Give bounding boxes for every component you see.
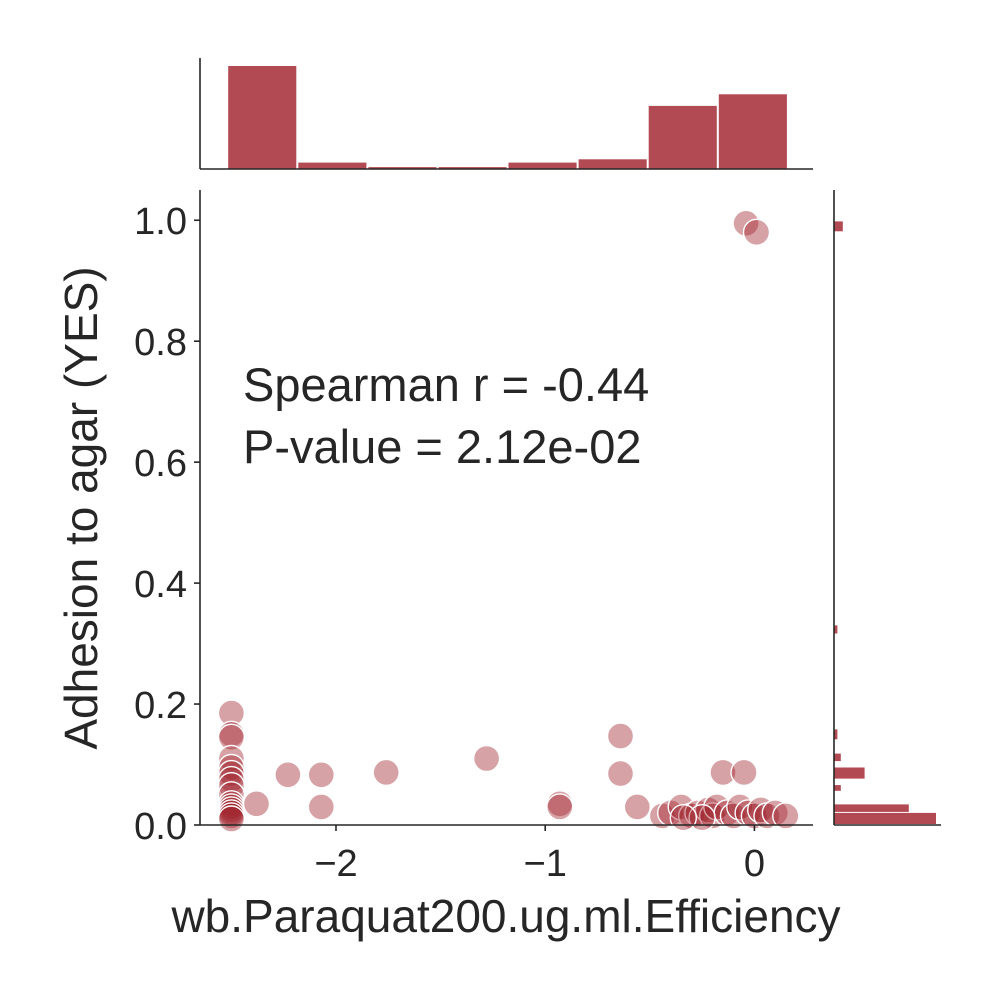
p-value-annotation: P-value = 2.12e-02 xyxy=(243,420,641,473)
y-tick-label-1: 0.2 xyxy=(134,685,187,727)
scatter-point-47 xyxy=(732,209,760,238)
x-tick-label-0: −2 xyxy=(314,843,357,885)
right-hist-bar-0 xyxy=(834,812,936,824)
right-marginal-histogram xyxy=(834,221,936,824)
scatter-point-48 xyxy=(742,218,771,247)
scatter-point-34 xyxy=(709,758,737,787)
top-hist-bar-2 xyxy=(368,167,437,169)
scatter-point-44 xyxy=(772,802,800,830)
scatter-point-2 xyxy=(217,723,246,751)
top-hist-bar-7 xyxy=(718,94,787,169)
right-hist-bar-1 xyxy=(834,804,909,812)
top-marginal-histogram xyxy=(228,66,787,169)
right-hist-bar-2 xyxy=(834,785,841,791)
main-axes xyxy=(199,58,941,826)
scatter-points xyxy=(217,209,800,833)
scatter-point-6 xyxy=(217,765,246,794)
x-tick-label-2: 0 xyxy=(744,843,765,885)
top-hist-bar-5 xyxy=(578,159,647,169)
scatter-point-16 xyxy=(274,761,302,789)
y-tick-label-5: 1.0 xyxy=(134,201,187,243)
scatter-point-19 xyxy=(372,758,400,787)
y-tick-label-4: 0.8 xyxy=(134,322,187,364)
right-hist-bar-4 xyxy=(834,753,841,762)
scatter-point-46 xyxy=(669,804,697,832)
y-axis-label: Adhesion to agar (YES) xyxy=(55,266,107,749)
top-hist-bar-1 xyxy=(298,162,367,169)
top-hist-bar-4 xyxy=(508,162,577,169)
scatter-point-3 xyxy=(217,744,246,773)
x-axis-label: wb.Paraquat200.ug.ml.Efficiency xyxy=(170,890,840,942)
scatter-point-25 xyxy=(623,793,651,821)
scatter-point-18 xyxy=(307,793,335,821)
top-hist-bar-3 xyxy=(438,167,507,169)
right-hist-bar-5 xyxy=(834,729,838,740)
y-tick-label-3: 0.6 xyxy=(134,443,187,485)
x-tick-labels: −2 −1 0 xyxy=(314,825,765,885)
scatter-point-15 xyxy=(242,790,271,818)
top-hist-bar-6 xyxy=(648,105,717,169)
scatter-point-0 xyxy=(217,699,246,727)
scatter-point-22 xyxy=(546,793,574,821)
right-hist-bar-3 xyxy=(834,767,865,779)
scatter-point-20 xyxy=(472,744,501,773)
scatter-point-17 xyxy=(307,761,335,789)
x-tick-label-1: −1 xyxy=(524,843,567,885)
right-hist-bar-6 xyxy=(834,625,838,634)
y-tick-labels: 0.0 0.2 0.4 0.6 0.8 1.0 xyxy=(134,201,200,848)
scatter-point-43 xyxy=(761,799,789,827)
y-tick-label-0: 0.0 xyxy=(134,806,187,848)
y-tick-label-2: 0.4 xyxy=(134,564,187,606)
scatter-point-14 xyxy=(217,805,246,833)
right-hist-bar-7 xyxy=(834,221,843,232)
scatter-point-23 xyxy=(606,722,635,750)
top-hist-bar-0 xyxy=(228,66,297,169)
spearman-annotation: Spearman r = -0.44 xyxy=(243,358,649,411)
scatter-point-5 xyxy=(217,759,246,788)
scatter-point-38 xyxy=(730,758,758,787)
scatter-point-24 xyxy=(606,759,635,788)
